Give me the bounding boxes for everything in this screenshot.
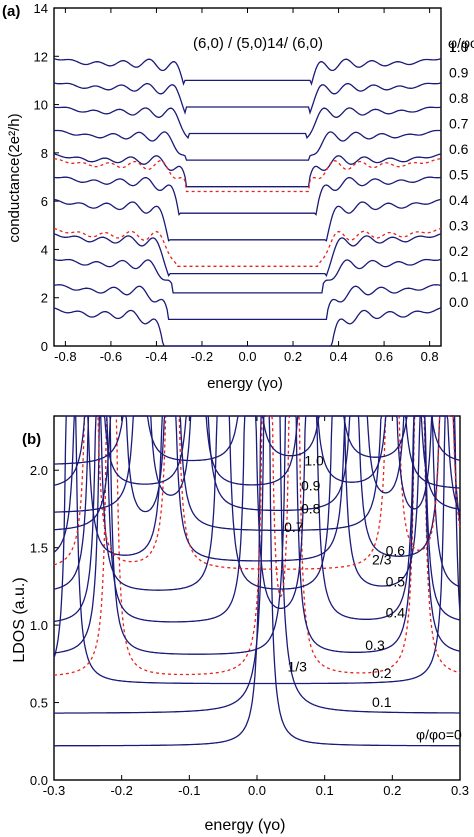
panel-a-series-0.7	[53, 129, 442, 161]
panel-a-xtick-label: 0.2	[284, 349, 302, 364]
panel-b-curve-label: 1.0	[304, 453, 324, 469]
panel-b-curve-label: 0.5	[386, 573, 406, 589]
panel-a-legend-label: 0.0	[449, 294, 469, 310]
panel-b-xtick-label: 0.1	[316, 783, 334, 798]
panel-a-legend-label: 0.3	[449, 218, 469, 234]
panel-b-series-0.9	[53, 415, 461, 489]
panel-a-series-0.4	[53, 198, 442, 242]
panel-a-ylabel: conductance(2e²/h)	[6, 113, 23, 242]
panel-a-ytick-label: 10	[34, 98, 48, 113]
panel-a-xtick-label: 0.0	[238, 349, 256, 364]
panel-b-ytick-label: 1.0	[30, 618, 48, 633]
panel-b-xtick-label: 0.3	[451, 783, 469, 798]
panel-a-ytick-label: 0	[41, 339, 48, 354]
panel-a-ytick-label: 8	[41, 146, 48, 161]
panel-b-series-0.1	[54, 415, 460, 714]
panel-b-series-0.5	[53, 415, 461, 591]
panel-b-curve-label: 0.1	[372, 694, 392, 710]
panel-a-legend-label: 0.6	[449, 141, 469, 157]
panel-a-xtick-label: -0.8	[54, 349, 76, 364]
panel-a: (a) (6,0) / (5,0)14/ (6,0) energy (γo) c…	[2, 1, 474, 392]
panel-b-xlabel: energy (γo)	[205, 817, 286, 834]
panel-a-xtick-label: 0.6	[375, 349, 393, 364]
panel-b-xtick-label: 0.0	[248, 783, 266, 798]
panel-a-series-0.8	[53, 106, 442, 140]
panel-b-ylabel: LDOS (a.u.)	[11, 577, 28, 662]
panel-a-xtick-label: 0.8	[421, 349, 439, 364]
panel-a-series-0.1	[53, 284, 442, 321]
panel-b-series-0.3	[53, 415, 461, 655]
panel-a-legend-label: 0.4	[449, 192, 469, 208]
panel-a-legend-label: 0.9	[449, 65, 469, 81]
panel-a-series-2-3	[53, 158, 442, 193]
panel-a-legend-label: 0.2	[449, 243, 469, 259]
panel-a-xtick-label: -0.4	[145, 349, 167, 364]
panel-a-series-1-3	[53, 227, 442, 267]
panel-a-series-0.3	[53, 233, 442, 277]
panel-a-ytick-label: 12	[34, 49, 48, 64]
panel-b-ytick-label: 0.0	[30, 773, 48, 788]
panel-a-plot-frame	[53, 7, 442, 347]
panel-a-xtick-label: -0.2	[191, 349, 213, 364]
panel-a-ytick-label: 2	[41, 291, 48, 306]
panel-b-curve-label: 0.8	[301, 501, 321, 517]
panel-b-series-0.6	[53, 415, 461, 562]
panel-a-series-0.6	[53, 153, 442, 188]
panel-b-label: (b)	[22, 431, 41, 448]
panel-b-xtick-label: -0.1	[178, 783, 200, 798]
panel-b: (b) energy (γo) LDOS (a.u.) -0.3 -0.2 -0.1…	[11, 415, 469, 834]
panel-b-curve-label: 0.6	[386, 542, 406, 558]
panel-b-xtick-label: -0.3	[43, 783, 65, 798]
panel-b-curve-label: 2/3	[372, 552, 392, 568]
panel-b-ytick-label: 0.5	[30, 696, 48, 711]
panel-a-series-1.0	[53, 57, 442, 86]
panel-a-xtick-label: 0.4	[330, 349, 348, 364]
panel-b-curve-label: 0.9	[301, 477, 321, 493]
panel-b-curve-label: 0.2	[372, 665, 392, 681]
panel-a-ytick-label: 4	[41, 242, 48, 257]
panel-a-legend-label: 0.1	[449, 269, 469, 285]
panel-b-curve-label: 0.3	[365, 637, 385, 653]
panel-a-series-0.0	[53, 307, 442, 347]
panel-b-ytick-label: 2.0	[30, 463, 48, 478]
panel-b-ytick-label: 1.5	[30, 541, 48, 556]
panel-a-legend-label: 0.8	[449, 90, 469, 106]
panel-a-title: (6,0) / (5,0)14/ (6,0)	[193, 35, 323, 52]
panel-a-legend-label: 1.0	[449, 39, 469, 55]
panel-a-xlabel: energy (γo)	[207, 375, 283, 392]
panel-b-series-0.4	[53, 415, 461, 623]
panel-b-series-0.2	[53, 415, 461, 685]
panel-a-label: (a)	[2, 3, 20, 20]
panel-a-legend-label: 0.7	[449, 116, 469, 132]
panel-b-curve-label: 1/3	[287, 659, 307, 675]
panel-a-ytick-label: 6	[41, 194, 48, 209]
panel-a-series-0.9	[53, 82, 442, 115]
panel-b-curve-label: 0.7	[284, 519, 304, 535]
panel-b-curve-label: 0.4	[386, 604, 406, 620]
panel-b-curve-label: φ/φo=0	[416, 727, 462, 743]
panel-a-series-0.2	[53, 258, 442, 294]
panel-b-series-0.8	[54, 415, 461, 513]
panel-a-legend-label: 0.5	[449, 167, 469, 183]
panel-b-xtick-label: -0.2	[110, 783, 132, 798]
panel-a-series-0.5	[53, 176, 442, 216]
panel-a-xtick-label: -0.6	[100, 349, 122, 364]
panel-a-ytick-label: 14	[34, 1, 48, 16]
panel-b-xtick-label: 0.2	[383, 783, 401, 798]
panel-b-series-1.0	[54, 415, 461, 465]
panel-a-legend-title: φ/φo	[448, 35, 474, 51]
